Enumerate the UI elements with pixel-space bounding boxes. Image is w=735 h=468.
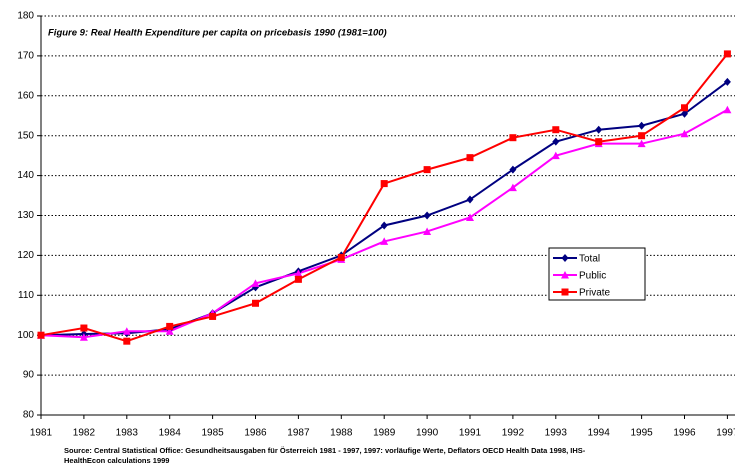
data-point bbox=[380, 180, 388, 188]
data-point bbox=[552, 126, 560, 134]
x-tick-label: 1987 bbox=[287, 428, 310, 439]
data-point bbox=[551, 151, 560, 160]
x-tick-label: 1983 bbox=[116, 428, 139, 439]
x-tick-label: 1986 bbox=[244, 428, 267, 439]
legend-label: Private bbox=[579, 288, 611, 299]
data-point bbox=[509, 134, 517, 142]
data-point bbox=[595, 138, 603, 146]
x-tick-label: 1981 bbox=[30, 428, 53, 439]
x-tick-label: 1990 bbox=[416, 428, 439, 439]
data-point bbox=[122, 327, 131, 335]
data-point bbox=[423, 227, 432, 235]
data-point bbox=[508, 183, 517, 192]
legend-marker bbox=[561, 288, 569, 296]
data-point bbox=[680, 129, 689, 138]
source-note: HealthEcon calculations 1999 bbox=[64, 456, 169, 465]
y-tick-label: 90 bbox=[23, 370, 35, 381]
legend-marker bbox=[561, 271, 569, 279]
data-point bbox=[637, 139, 646, 148]
x-tick-label: 1993 bbox=[545, 428, 568, 439]
data-point bbox=[681, 109, 688, 118]
data-point bbox=[380, 237, 389, 245]
data-point bbox=[294, 269, 303, 277]
y-tick-label: 80 bbox=[23, 410, 35, 421]
chart-title: Figure 9: Real Health Expenditure per ca… bbox=[48, 28, 387, 39]
data-point bbox=[466, 195, 474, 204]
y-tick-label: 130 bbox=[17, 210, 34, 221]
data-point bbox=[209, 312, 217, 320]
data-point bbox=[723, 50, 731, 58]
y-tick-label: 120 bbox=[17, 250, 34, 261]
source-note: Source: Central Statistical Office: Gesu… bbox=[64, 446, 586, 455]
data-point bbox=[251, 279, 260, 287]
data-point bbox=[166, 322, 174, 330]
data-point bbox=[595, 125, 603, 134]
data-point bbox=[252, 299, 259, 307]
legend-label: Total bbox=[579, 254, 600, 265]
x-tick-label: 1988 bbox=[330, 428, 353, 439]
data-point bbox=[79, 333, 88, 341]
x-tick-label: 1997 bbox=[716, 428, 735, 439]
y-tick-label: 180 bbox=[17, 11, 34, 22]
x-tick-label: 1996 bbox=[673, 428, 696, 439]
x-tick-label: 1984 bbox=[159, 428, 182, 439]
data-point bbox=[638, 121, 646, 130]
x-tick-label: 1982 bbox=[73, 428, 96, 439]
data-point bbox=[423, 211, 431, 220]
y-tick-label: 170 bbox=[17, 51, 34, 62]
data-point bbox=[466, 213, 474, 221]
x-tick-label: 1991 bbox=[459, 428, 482, 439]
data-point bbox=[337, 253, 345, 261]
data-point bbox=[552, 137, 560, 146]
data-point bbox=[509, 165, 517, 174]
x-tick-label: 1995 bbox=[630, 428, 653, 439]
data-point bbox=[380, 221, 388, 230]
data-point bbox=[123, 337, 131, 345]
data-point bbox=[423, 166, 431, 174]
data-point bbox=[165, 327, 174, 335]
data-point bbox=[80, 324, 88, 332]
data-point bbox=[638, 132, 646, 140]
data-point bbox=[466, 154, 474, 162]
y-tick-label: 160 bbox=[17, 90, 34, 101]
data-point bbox=[681, 104, 688, 112]
legend-marker bbox=[561, 254, 569, 262]
x-tick-label: 1994 bbox=[588, 428, 611, 439]
y-tick-label: 140 bbox=[17, 170, 34, 181]
x-tick-label: 1992 bbox=[502, 428, 525, 439]
y-tick-label: 110 bbox=[18, 290, 34, 301]
data-point bbox=[723, 77, 731, 86]
data-point bbox=[294, 275, 302, 283]
legend-label: Public bbox=[579, 271, 606, 282]
y-tick-label: 100 bbox=[17, 330, 34, 341]
y-tick-label: 150 bbox=[17, 130, 34, 141]
data-point bbox=[37, 331, 45, 339]
data-point bbox=[723, 105, 732, 114]
x-tick-label: 1989 bbox=[373, 428, 396, 439]
x-tick-label: 1985 bbox=[201, 428, 224, 439]
